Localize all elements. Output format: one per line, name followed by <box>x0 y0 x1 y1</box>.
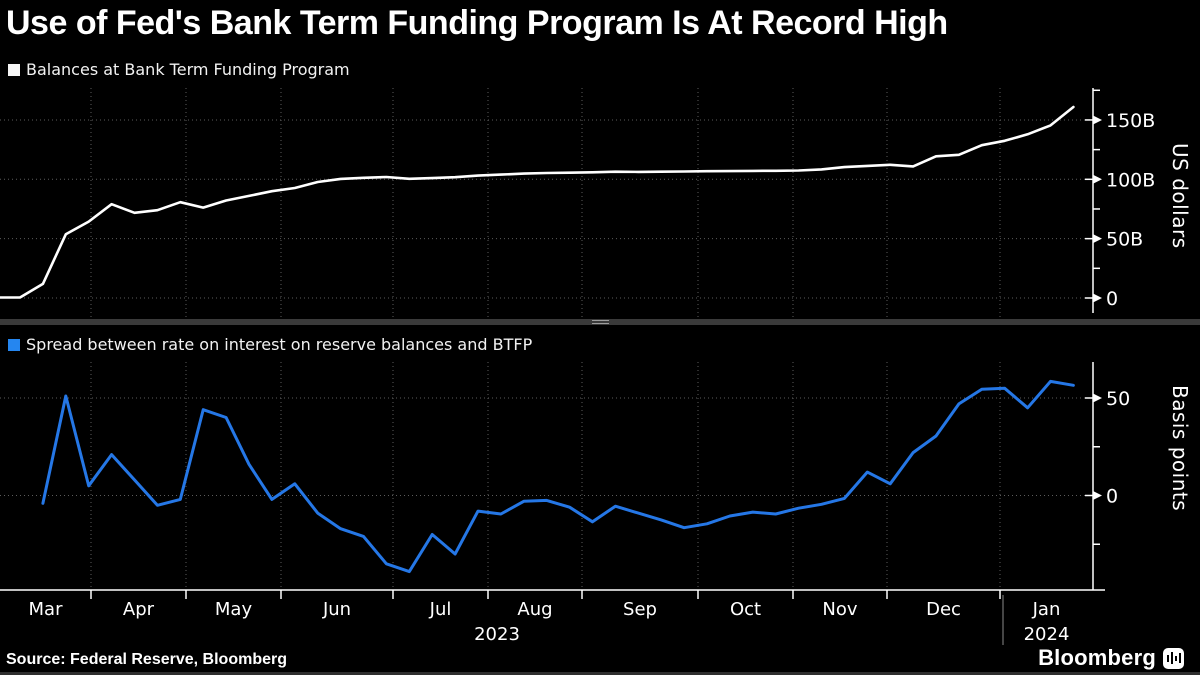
x-month-label: Oct <box>730 599 761 620</box>
y-tick-label: 0 <box>1106 288 1118 310</box>
x-month-label: Sep <box>623 599 657 620</box>
x-month-label: Nov <box>822 599 857 620</box>
y-tick-arrow-icon <box>1093 234 1102 244</box>
year-label-2023: 2023 <box>474 624 520 645</box>
top-chart-panel: 0 50B 100B 150B <box>0 88 1155 319</box>
x-month-label: Apr <box>123 599 155 620</box>
legend-swatch-white <box>8 63 20 76</box>
series-line <box>0 105 1075 299</box>
y-tick-label: 0 <box>1106 486 1118 508</box>
bloomberg-logo: Bloomberg <box>1038 645 1184 671</box>
x-month-label: Jan <box>1032 599 1061 620</box>
source-note: Source: Federal Reserve, Bloomberg <box>6 651 287 668</box>
x-month-label: Jun <box>322 599 351 620</box>
legend-top-label: Balances at Bank Term Funding Program <box>26 60 350 79</box>
y-axis-title-top: US dollars <box>1168 143 1192 249</box>
legend-bottom-label: Spread between rate on interest on reser… <box>26 335 533 354</box>
y-tick-label: 100B <box>1106 169 1155 191</box>
y-tick-arrow-icon <box>1093 393 1102 403</box>
divider-handle-icon <box>592 320 609 324</box>
x-month-label: Dec <box>926 599 961 620</box>
y-tick-label: 50B <box>1106 229 1143 251</box>
x-month-label: May <box>215 599 253 620</box>
y-tick-label: 50 <box>1106 388 1130 410</box>
bottom-border <box>0 672 1200 675</box>
y-tick-arrow-icon <box>1093 115 1102 125</box>
legend-top: Balances at Bank Term Funding Program <box>8 60 350 79</box>
series-line <box>41 379 1075 574</box>
legend-bottom: Spread between rate on interest on reser… <box>8 335 532 354</box>
y-tick-arrow-icon <box>1093 491 1102 500</box>
bloomberg-chart-icon <box>1163 647 1184 669</box>
bloomberg-wordmark: Bloomberg <box>1038 645 1156 670</box>
panel-divider <box>0 319 1200 325</box>
x-month-label: Aug <box>517 599 552 620</box>
y-axis-title-bottom: Basis points <box>1168 385 1192 512</box>
y-tick-label: 150B <box>1106 110 1155 132</box>
y-tick-arrow-icon <box>1093 174 1102 184</box>
year-label-2024: 2024 <box>1024 624 1070 645</box>
legend-swatch-blue <box>8 338 20 351</box>
x-month-label: Mar <box>29 599 64 620</box>
y-tick-arrow-icon <box>1093 293 1102 303</box>
bottom-chart-panel: 0 50 Mar Apr May Jun Jul Aug Sep Oct Nov Dec Jan 2023… <box>0 362 1130 645</box>
page-title: Use of Fed's Bank Term Funding Program I… <box>6 4 948 42</box>
x-month-label: Jul <box>429 599 452 620</box>
